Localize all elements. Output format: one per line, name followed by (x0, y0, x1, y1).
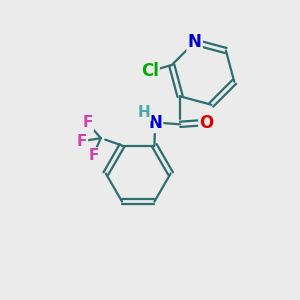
Text: F: F (82, 115, 93, 130)
Text: N: N (148, 114, 162, 132)
Text: N: N (188, 33, 202, 51)
Text: H: H (137, 105, 150, 120)
Text: F: F (88, 148, 99, 163)
Text: O: O (200, 114, 214, 132)
Text: Cl: Cl (141, 62, 159, 80)
Text: F: F (76, 134, 87, 148)
